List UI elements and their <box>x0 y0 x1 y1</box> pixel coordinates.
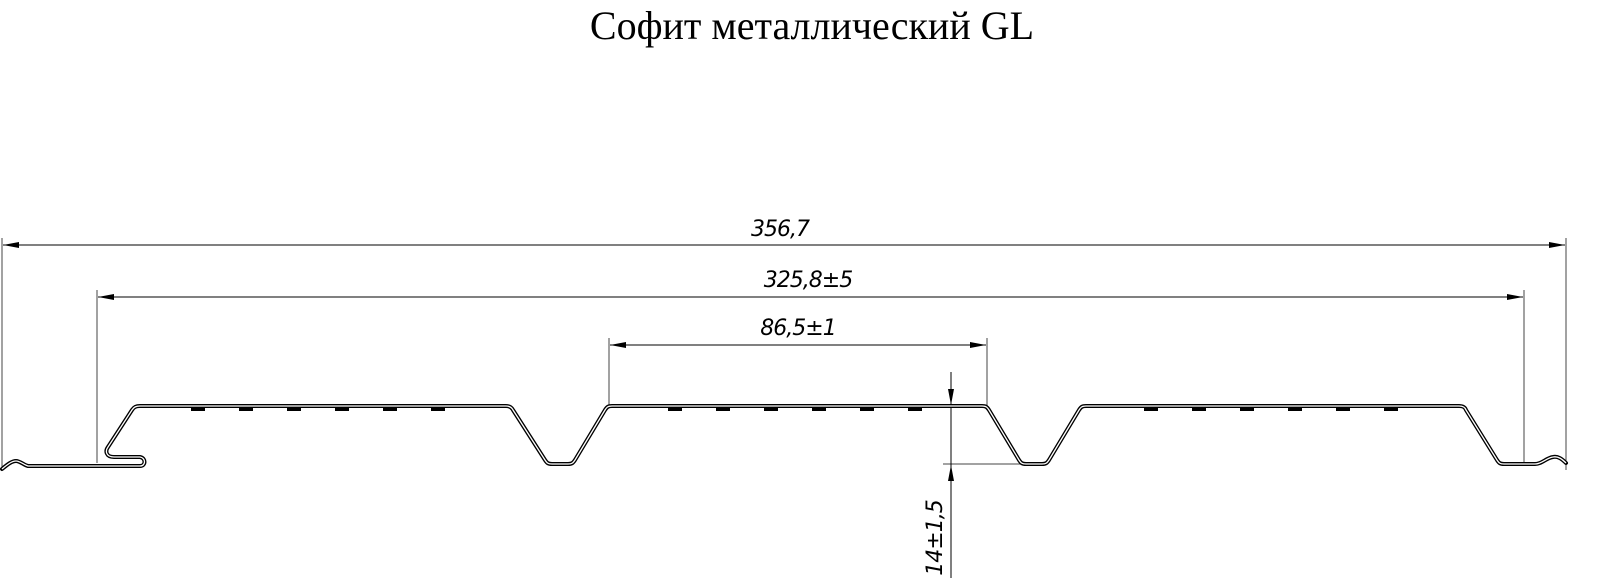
profile-outline <box>0 404 1568 471</box>
dimension-effective-width: 325,8±5 <box>764 268 852 293</box>
extension-lines <box>1 238 1567 470</box>
perforation-mark <box>1288 407 1302 411</box>
perforation-mark <box>1240 407 1254 411</box>
perforation-mark <box>191 407 205 411</box>
perforation-mark <box>431 407 445 411</box>
perforation-mark <box>764 407 778 411</box>
perforation-mark <box>668 407 682 411</box>
dimension-profile-height: 14±1,5 <box>923 500 948 575</box>
drawing-title: Софит металлический GL <box>589 3 1035 48</box>
dimension-rib-pitch-label: 86,5±1 <box>760 316 835 341</box>
perforation-mark <box>1144 407 1158 411</box>
perforation-mark <box>287 407 301 411</box>
perforation-mark <box>335 407 349 411</box>
perforation-marks <box>191 407 1398 411</box>
perforation-mark <box>1192 407 1206 411</box>
perforation-mark <box>383 407 397 411</box>
dimension-overall-width: 356,7 <box>751 217 810 242</box>
perforation-mark <box>1384 407 1398 411</box>
perforation-mark <box>1336 407 1350 411</box>
perforation-mark <box>860 407 874 411</box>
perforation-mark <box>908 407 922 411</box>
perforation-mark <box>239 407 253 411</box>
perforation-mark <box>812 407 826 411</box>
perforation-mark <box>716 407 730 411</box>
